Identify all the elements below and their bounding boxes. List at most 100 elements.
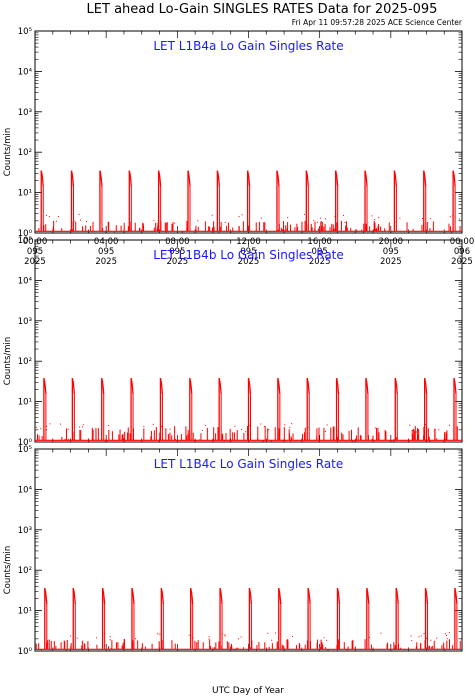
- spike: [187, 170, 191, 232]
- scatter-dot: [260, 423, 262, 425]
- panels: 10⁰ 10¹ 10² 10³ 10⁴ 10⁵ Counts/min LET L1B4a Lo…: [3, 27, 474, 657]
- plot-frame: [34, 30, 463, 234]
- y-tick-label: 10⁰: [18, 438, 33, 448]
- spike-decay: [131, 587, 135, 605]
- spike-decay: [218, 378, 222, 395]
- spike-decay: [395, 587, 399, 605]
- spike-decay: [43, 378, 47, 395]
- scatter-dot: [287, 217, 289, 219]
- spike: [454, 587, 458, 650]
- scatter-dot: [417, 430, 419, 432]
- scatter-dot: [143, 425, 145, 427]
- scatter-dot: [74, 220, 76, 222]
- spike-decay: [335, 378, 340, 395]
- scatter-dot: [245, 431, 247, 433]
- scatter-dot: [46, 425, 48, 427]
- spike-decay: [216, 170, 221, 187]
- spike: [218, 378, 222, 441]
- scatter-dot: [49, 423, 51, 425]
- spike-decay: [248, 587, 253, 605]
- x-tick-label: 2025: [309, 257, 331, 267]
- y-tick-label: 10¹: [18, 189, 32, 199]
- spike-decay: [452, 170, 456, 187]
- scatter-dot: [429, 218, 431, 220]
- y-tick-label: 10¹: [18, 398, 32, 408]
- spike-decay: [278, 587, 282, 605]
- scatter-dot: [80, 219, 82, 221]
- spike-decay: [128, 170, 132, 187]
- spike: [70, 170, 75, 232]
- spike-decay: [190, 587, 194, 605]
- x-tick-label: 095: [312, 247, 328, 257]
- spike-decay: [99, 170, 103, 187]
- scatter-dot: [76, 637, 78, 639]
- scatter-dot: [409, 424, 411, 426]
- spike: [424, 587, 429, 650]
- spike-decay: [189, 378, 193, 395]
- spike-decay: [159, 378, 164, 395]
- y-tick-label: 10²: [18, 357, 32, 367]
- scatter-dot: [174, 222, 176, 224]
- y-axis-label: Counts/min: [3, 546, 13, 595]
- spike: [246, 170, 251, 232]
- y-tick-label: 10⁵: [18, 236, 32, 246]
- scatter-dot: [135, 638, 137, 640]
- scatter-dot: [67, 428, 69, 430]
- x-tick-label: 2025: [167, 257, 189, 267]
- spike-decay: [44, 587, 48, 605]
- spike: [423, 378, 428, 441]
- scatter-dot: [46, 214, 48, 216]
- spike: [247, 378, 252, 441]
- scatter-dot: [324, 430, 326, 432]
- spike: [307, 587, 311, 650]
- spike: [190, 587, 194, 650]
- spike: [131, 587, 135, 650]
- chart-panel-1: 10⁰ 10¹ 10² 10³ 10⁴ 10⁵ Counts/min LET L1B4a Lo…: [3, 27, 474, 267]
- spike: [72, 587, 76, 650]
- scatter-dot: [109, 636, 111, 638]
- x-tick-label: 095: [169, 247, 185, 257]
- scatter-dot: [411, 640, 413, 642]
- scatter-dot: [423, 633, 425, 635]
- scatter-dot: [334, 215, 336, 217]
- scatter-dot: [420, 635, 422, 637]
- scatter-dot: [260, 217, 262, 219]
- scatter-dot: [374, 427, 376, 429]
- scatter-dot: [267, 632, 269, 634]
- chart-panel-2: 10⁰ 10¹ 10² 10³ 10⁴ 10⁵ Counts/min LET L1B4b Lo…: [3, 236, 463, 448]
- scatter-dot: [59, 423, 61, 425]
- scatter-dot: [446, 638, 448, 640]
- scatter-dot: [35, 426, 37, 428]
- spike-decay: [365, 378, 369, 395]
- scatter-dot: [380, 632, 382, 634]
- timestamp: Fri Apr 11 09:57:28 2025 ACE Science Cen…: [292, 18, 463, 27]
- scatter-dot: [430, 639, 432, 641]
- spike-decay: [71, 378, 76, 395]
- spike-decay: [101, 378, 105, 395]
- chart-title: LET ahead Lo-Gain SINGLES RATES Data for…: [87, 2, 438, 17]
- scatter-dot: [284, 424, 286, 426]
- scatter-dot: [319, 217, 321, 219]
- spike-decay: [453, 378, 457, 395]
- scatter-dot: [374, 218, 376, 220]
- spike: [248, 587, 253, 650]
- scatter-dot: [378, 216, 380, 218]
- spike: [160, 587, 164, 650]
- spike: [71, 378, 76, 441]
- spike: [189, 378, 193, 441]
- spike: [101, 587, 106, 650]
- panel-title: LET L1B4c Lo Gain Singles Rate: [154, 457, 344, 471]
- x-tick-label: 2025: [238, 257, 260, 267]
- scatter-dot: [313, 219, 315, 221]
- spike: [278, 587, 282, 650]
- scatter-dot: [208, 636, 210, 638]
- x-tick-label: 095: [383, 247, 399, 257]
- scatter-dot: [369, 636, 371, 638]
- scatter-dot: [271, 639, 273, 641]
- spike-decay: [424, 587, 429, 605]
- spike-decay: [70, 170, 75, 187]
- spike-decay: [277, 378, 281, 395]
- spike: [365, 378, 369, 441]
- scatter-dot: [326, 639, 328, 641]
- scatter-dot: [108, 425, 110, 427]
